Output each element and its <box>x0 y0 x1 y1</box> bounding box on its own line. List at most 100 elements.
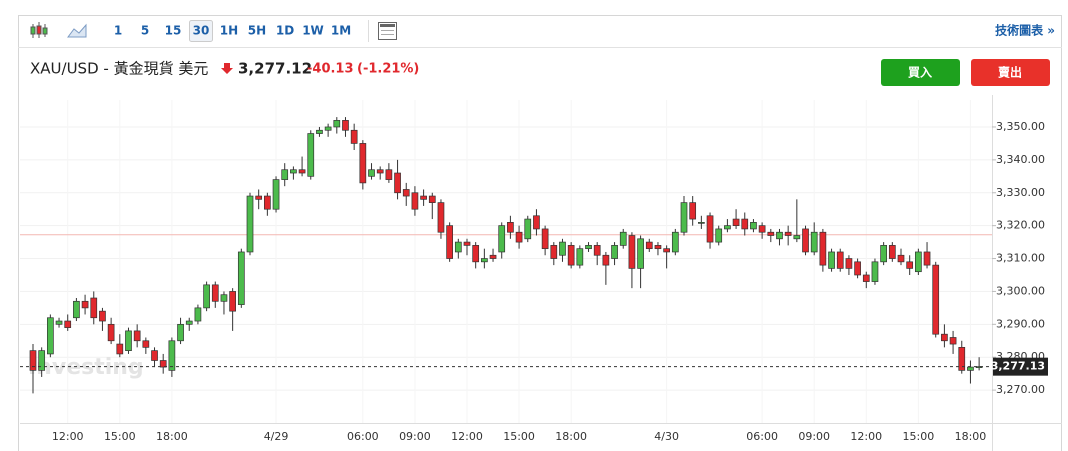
interval-button[interactable]: 15 <box>165 24 182 38</box>
candle-body <box>272 179 280 210</box>
candle-body <box>133 330 141 342</box>
candle-body <box>402 189 410 197</box>
candle-body <box>715 228 723 243</box>
sell-label[interactable]: 賣出 <box>997 65 1022 80</box>
candle-body <box>194 307 202 322</box>
candle-body <box>611 245 618 259</box>
candle-body <box>732 218 740 226</box>
x-tick-label: 18:00 <box>156 430 188 443</box>
candle-body <box>481 258 488 263</box>
candle-body <box>758 225 766 233</box>
candle-body <box>411 192 419 210</box>
interval-button[interactable]: 1W <box>302 24 324 38</box>
x-tick-label: 06:00 <box>347 430 379 443</box>
candle-body <box>533 215 540 230</box>
x-tick-label: 09:00 <box>399 430 431 443</box>
candle-body <box>802 228 809 253</box>
candle-body <box>446 225 453 259</box>
candle-body <box>698 222 705 224</box>
frame <box>18 15 1062 451</box>
interval-button[interactable]: 5H <box>248 24 266 38</box>
candle-body <box>559 241 566 256</box>
candle-body <box>463 241 471 246</box>
candle-body <box>941 333 948 342</box>
candle-body <box>836 251 844 269</box>
candle-body <box>307 133 315 177</box>
x-tick-label: 4/29 <box>264 430 289 443</box>
candle-body <box>55 320 63 325</box>
y-tick-label: 3,310.00 <box>996 252 1045 265</box>
candle-body <box>645 241 653 250</box>
candle-body <box>524 218 532 240</box>
candle-body <box>368 169 375 177</box>
candle-icon[interactable] <box>30 22 48 38</box>
candle-body <box>828 251 835 269</box>
candle-body <box>767 231 775 236</box>
x-tick-label: 12:00 <box>52 430 84 443</box>
calendar-icon[interactable] <box>378 22 397 40</box>
candle-body <box>663 248 670 253</box>
candle-body <box>324 126 332 131</box>
area-icon[interactable] <box>67 23 87 38</box>
candle-body <box>515 231 523 243</box>
candle-body <box>680 202 688 233</box>
candle-body <box>750 222 757 230</box>
candle-body <box>47 317 54 355</box>
x-tick-label: 15:00 <box>503 430 535 443</box>
candle-body <box>142 340 150 348</box>
candle-body <box>454 241 462 253</box>
x-tick-label: 15:00 <box>104 430 136 443</box>
x-tick-label: 4/30 <box>654 430 679 443</box>
candle-body <box>350 129 358 144</box>
interval-button[interactable]: 5 <box>141 24 149 38</box>
change: -40.13 <box>307 62 354 77</box>
candle-body <box>498 225 506 253</box>
y-tick-label: 3,330.00 <box>996 186 1045 199</box>
x-tick-label: 12:00 <box>850 430 882 443</box>
change-percent: (-1.21%) <box>357 62 419 77</box>
candle-body <box>359 143 367 184</box>
x-tick-label: 18:00 <box>555 430 587 443</box>
candle-body <box>741 218 749 230</box>
candle-body <box>246 195 254 253</box>
candle-body <box>159 360 167 368</box>
candle-body <box>628 235 636 269</box>
sell-button[interactable] <box>971 59 1050 86</box>
candle-body <box>854 261 861 276</box>
candle-body <box>637 238 644 269</box>
x-tick-label: 18:00 <box>955 430 987 443</box>
candle-body <box>376 169 384 174</box>
candle-body <box>229 291 236 312</box>
buy-label[interactable]: 買入 <box>908 66 932 80</box>
candle-body <box>73 300 80 319</box>
candle-body <box>671 231 679 253</box>
candle-body <box>654 245 662 250</box>
candle-body <box>125 330 132 351</box>
interval-button[interactable]: 1M <box>331 24 351 38</box>
candle-body <box>880 245 887 263</box>
candle-body <box>906 261 914 269</box>
candle-body <box>420 195 427 200</box>
candle-body <box>168 340 176 371</box>
buy-button[interactable] <box>881 59 960 86</box>
x-tick-label: 15:00 <box>903 430 935 443</box>
candle-body <box>177 323 184 342</box>
candle-body <box>862 274 870 282</box>
interval-button[interactable]: 1H <box>220 24 238 38</box>
advanced-chart-link[interactable]: 技術圖表 » <box>995 23 1055 38</box>
interval-button[interactable]: 1 <box>114 24 122 38</box>
candle-body <box>116 343 124 355</box>
watermark: Investing <box>28 355 144 380</box>
candle-body <box>567 245 575 266</box>
last-price-box <box>993 357 1048 376</box>
interval-button[interactable]: 1D <box>276 24 294 38</box>
x-tick-label: 09:00 <box>798 430 830 443</box>
y-tick-label: 3,300.00 <box>996 284 1045 297</box>
interval-button[interactable]: 30 <box>193 24 210 38</box>
price: 3,277.12 <box>238 60 312 78</box>
candle-body <box>428 195 436 203</box>
candle-body <box>724 225 731 230</box>
candle-body <box>38 350 46 371</box>
